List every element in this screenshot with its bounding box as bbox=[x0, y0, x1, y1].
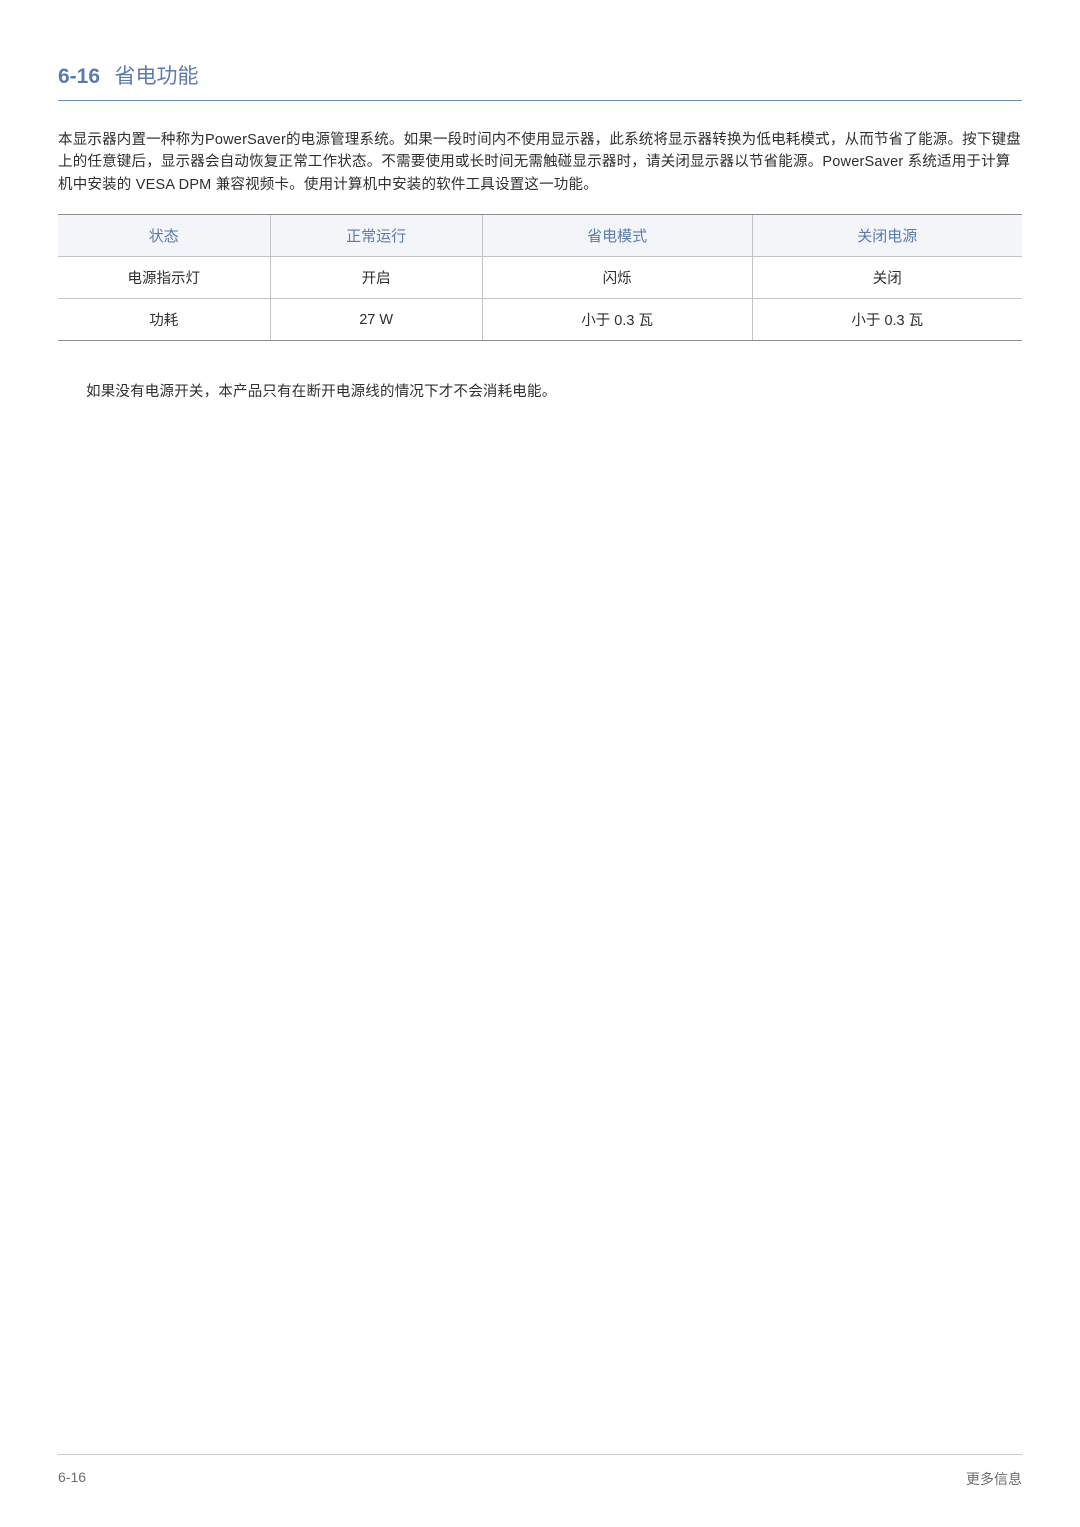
table-header: 正常运行 bbox=[270, 215, 482, 257]
note-paragraph: 如果没有电源开关，本产品只有在断开电源线的情况下才不会消耗电能。 bbox=[86, 381, 1022, 403]
section-number: 6-16 bbox=[58, 65, 100, 88]
table-cell: 功耗 bbox=[58, 299, 270, 341]
table-cell: 开启 bbox=[270, 257, 482, 299]
section-heading: 6-16 省电功能 bbox=[58, 60, 1022, 101]
footer-page-number: 6-16 bbox=[58, 1469, 86, 1489]
table-header: 省电模式 bbox=[482, 215, 752, 257]
table-header: 状态 bbox=[58, 215, 270, 257]
table-cell: 小于 0.3 瓦 bbox=[482, 299, 752, 341]
table-cell: 关闭 bbox=[752, 257, 1022, 299]
page-footer: 6-16 更多信息 bbox=[58, 1454, 1022, 1489]
table-header: 关闭电源 bbox=[752, 215, 1022, 257]
table-cell: 27 W bbox=[270, 299, 482, 341]
table-cell: 闪烁 bbox=[482, 257, 752, 299]
section-title-text: 省电功能 bbox=[114, 65, 198, 88]
footer-section-label: 更多信息 bbox=[966, 1469, 1022, 1489]
power-spec-table: 状态 正常运行 省电模式 关闭电源 电源指示灯 开启 闪烁 关闭 功耗 27 W… bbox=[58, 214, 1022, 341]
intro-paragraph: 本显示器内置一种称为PowerSaver的电源管理系统。如果一段时间内不使用显示… bbox=[58, 129, 1022, 196]
table-cell: 小于 0.3 瓦 bbox=[752, 299, 1022, 341]
table-cell: 电源指示灯 bbox=[58, 257, 270, 299]
